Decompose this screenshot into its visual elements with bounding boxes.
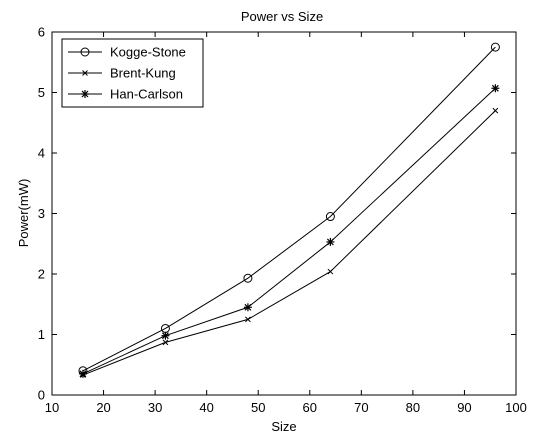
y-axis-label: Power(mW) [16, 179, 31, 248]
x-tick-label: 30 [148, 400, 162, 415]
x-tick-label: 20 [96, 400, 110, 415]
y-axis: 0 1 2 3 4 5 6 [38, 25, 516, 403]
x-tick-label: 60 [303, 400, 317, 415]
y-tick-label: 3 [38, 206, 45, 221]
y-tick-label: 1 [38, 327, 45, 342]
y-tick-label: 0 [38, 388, 45, 403]
data-point [78, 369, 87, 378]
legend-item: Han-Carlson [68, 87, 183, 102]
chart-title: Power vs Size [241, 9, 323, 24]
data-point [491, 84, 500, 93]
y-tick-label: 5 [38, 85, 45, 100]
series-han-carlson [78, 84, 500, 378]
legend-label: Han-Carlson [110, 87, 183, 102]
data-point [243, 273, 253, 283]
x-tick-label: 100 [505, 400, 527, 415]
y-tick-label: 4 [38, 146, 45, 161]
data-point [326, 237, 335, 246]
x-tick-label: 10 [45, 400, 59, 415]
legend-marker [81, 90, 89, 98]
data-point [490, 42, 500, 52]
legend: Kogge-Stone Brent-Kung Han-Carlson [61, 38, 204, 108]
y-tick-label: 2 [38, 267, 45, 282]
series-kogge-stone [78, 42, 500, 376]
x-tick-label: 90 [457, 400, 471, 415]
data-point [327, 268, 334, 275]
series-line [82, 46, 496, 372]
x-axis: 10 20 30 40 50 60 70 80 90 100 [45, 32, 527, 415]
legend-item: Brent-Kung [68, 66, 176, 81]
data-point [243, 303, 252, 312]
legend-label: Brent-Kung [110, 66, 176, 81]
legend-item: Kogge-Stone [68, 45, 186, 60]
x-tick-label: 50 [251, 400, 265, 415]
x-tick-label: 80 [406, 400, 420, 415]
legend-marker [82, 70, 88, 76]
data-point [492, 107, 499, 114]
x-tick-label: 40 [199, 400, 213, 415]
legend-label: Kogge-Stone [110, 45, 186, 60]
data-point [245, 316, 251, 323]
x-tick-label: 70 [354, 400, 368, 415]
x-axis-label: Size [271, 419, 296, 434]
series-layer [78, 42, 500, 378]
data-point [325, 212, 335, 222]
y-tick-label: 6 [38, 25, 45, 40]
series-brent-kung [80, 107, 499, 378]
data-point [162, 339, 169, 346]
legend-marker [80, 47, 90, 57]
data-point [161, 331, 170, 340]
